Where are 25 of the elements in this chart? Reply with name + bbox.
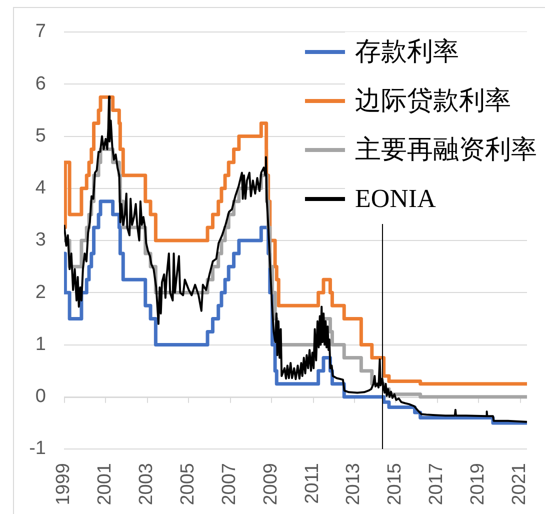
x-tick-label: 2011 <box>302 463 323 504</box>
y-tick-label: 0 <box>35 386 46 408</box>
y-tick-label: -1 <box>29 438 46 460</box>
x-tick-label: 2015 <box>384 463 406 506</box>
legend-label: EONIA <box>355 184 436 213</box>
x-tick-label: 2017 <box>426 463 448 506</box>
y-tick-label: 1 <box>35 334 46 355</box>
y-tick-label: 6 <box>35 73 46 94</box>
y-tick-label: 4 <box>35 178 46 199</box>
x-tick-label: 2005 <box>178 463 199 506</box>
legend-label: 边际贷款利率 <box>355 86 511 115</box>
x-tick-label: 1999 <box>53 463 74 506</box>
x-tick-label: 2003 <box>136 463 158 506</box>
y-tick-label: 2 <box>35 282 46 303</box>
x-tick-label: 2009 <box>260 463 282 506</box>
legend-label: 主要再融资利率 <box>355 134 537 164</box>
y-tick-label: 3 <box>35 230 46 251</box>
x-tick-label: 2021 <box>508 463 530 506</box>
x-tick-label: 2019 <box>467 463 488 506</box>
legend-label: 存款利率 <box>355 36 459 66</box>
x-tick-label: 2001 <box>94 463 116 506</box>
x-tick-label: 2013 <box>343 463 364 506</box>
y-tick-label: 5 <box>35 125 46 146</box>
y-tick-label: 7 <box>35 21 46 42</box>
x-tick-label: 2007 <box>218 463 240 506</box>
